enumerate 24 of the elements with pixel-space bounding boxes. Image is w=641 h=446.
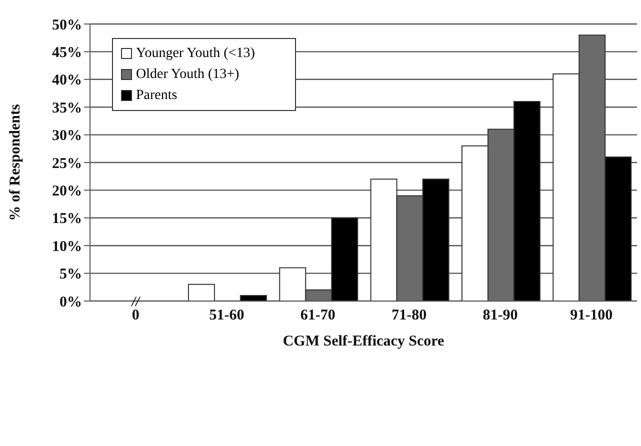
legend-label: Parents bbox=[136, 87, 178, 105]
y-tick-label: 20% bbox=[52, 184, 82, 200]
y-tick-label: 15% bbox=[52, 211, 82, 228]
legend-label: Older Youth (13+) bbox=[136, 66, 240, 84]
x-tick-label: 0 bbox=[132, 308, 140, 324]
x-tick-label: 81-90 bbox=[482, 308, 518, 324]
y-tick-label: 50% bbox=[52, 17, 82, 34]
y-tick-label: 0% bbox=[60, 294, 82, 310]
legend-label: Younger Youth (<13) bbox=[136, 45, 255, 63]
x-tick-label: 51-60 bbox=[209, 308, 244, 324]
y-tick-label: 45% bbox=[52, 45, 82, 62]
bar bbox=[240, 294, 267, 301]
x-tick-label: 61-70 bbox=[300, 308, 336, 324]
y-tick-label: 5% bbox=[60, 266, 82, 283]
x-tick-label: 91-100 bbox=[570, 308, 613, 324]
y-tick-label: 35% bbox=[52, 100, 82, 116]
x-tick-label: 71-80 bbox=[392, 308, 427, 324]
y-tick-label: 25% bbox=[52, 156, 82, 172]
y-axis-title: % of Respondents bbox=[7, 104, 24, 221]
y-tick-label: 30% bbox=[52, 128, 82, 144]
x-axis-title: CGM Self-Efficacy Score bbox=[282, 334, 445, 350]
y-tick-label: 10% bbox=[52, 238, 82, 255]
y-tick-label: 40% bbox=[52, 72, 82, 89]
bar bbox=[188, 284, 215, 301]
